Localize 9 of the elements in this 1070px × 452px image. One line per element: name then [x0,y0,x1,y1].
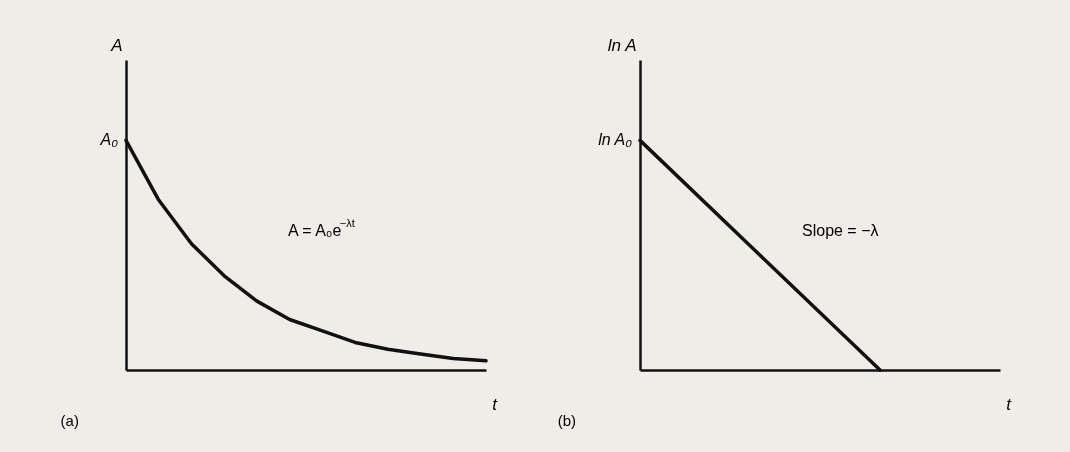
y-axis-title: ln A [607,35,637,55]
text: (b) [557,412,577,429]
annotation: Slope = −λ [802,221,879,239]
text: (a) [60,412,79,429]
y-axis-title: A [110,35,123,55]
x-axis-title: t [1006,394,1013,414]
text: ln A₀ [598,131,633,149]
text: A₀ [99,131,119,149]
x-axis-title: t [492,394,499,414]
